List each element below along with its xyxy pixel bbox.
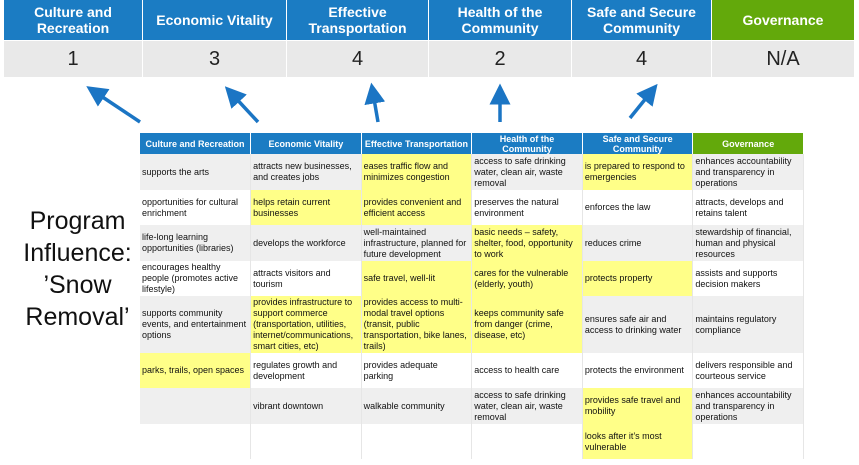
table-cell: is prepared to respond to emergencies <box>582 154 694 190</box>
table-header: Governance <box>692 133 804 154</box>
table-header: Health of the Community <box>471 133 583 154</box>
table-cell: supports community events, and entertain… <box>140 296 252 353</box>
table-cell: attracts, develops and retains talent <box>692 190 804 225</box>
category-score: 2 <box>429 40 572 77</box>
arrow-culture <box>86 86 141 124</box>
table-cell: maintains regulatory compliance <box>692 296 804 353</box>
table-cell: parks, trails, open spaces <box>140 353 252 388</box>
table-cell: provides infrastructure to support comme… <box>250 296 362 353</box>
category-score: 4 <box>572 40 712 77</box>
arrow-safe <box>628 83 658 120</box>
table-cell: provides access to multi-modal travel op… <box>361 296 473 353</box>
influence-table: Culture and Recreation Economic Vitality E… <box>140 133 804 459</box>
table-cell: regulates growth and development <box>250 353 362 388</box>
table-row: supports community events, and entertain… <box>140 296 804 353</box>
table-row: encourages healthy people (promotes acti… <box>140 261 804 296</box>
table-row: parks, trails, open spaces regulates grow… <box>140 353 804 388</box>
table-row: life-long learning opportunities (librar… <box>140 225 804 261</box>
table-cell: provides adequate parking <box>361 353 473 388</box>
table-cell: provides convenient and efficient access <box>361 190 473 225</box>
arrow-economic <box>224 86 260 124</box>
table-cell: looks after it’s most vulnerable <box>582 424 694 459</box>
category-score: N/A <box>712 40 855 77</box>
category-score: 1 <box>4 40 143 77</box>
table-cell: protects the environment <box>582 353 694 388</box>
table-cell: supports the arts <box>140 154 252 190</box>
table-cell: stewardship of financial, human and phys… <box>692 225 804 261</box>
table-header: Safe and Secure Community <box>582 133 694 154</box>
table-cell: delivers responsible and courteous servi… <box>692 353 804 388</box>
table-row: vibrant downtown walkable community access… <box>140 388 804 424</box>
table-cell: well-maintained infrastructure, planned … <box>361 225 473 261</box>
table-cell: access to safe drinking water, clean air… <box>471 154 583 190</box>
table-cell: attracts new businesses, and creates job… <box>250 154 362 190</box>
table-cell: eases traffic flow and minimizes congest… <box>361 154 473 190</box>
table-cell <box>361 424 473 459</box>
table-cell: enhances accountability and transparency… <box>692 388 804 424</box>
table-row: looks after it’s most vulnerable <box>140 424 804 459</box>
table-cell: access to safe drinking water, clean air… <box>471 388 583 424</box>
table-cell <box>250 424 362 459</box>
table-cell: develops the workforce <box>250 225 362 261</box>
category-header: Economic Vitality <box>143 0 287 40</box>
table-cell: protects property <box>582 261 694 296</box>
table-cell: enhances accountability and transparency… <box>692 154 804 190</box>
table-cell <box>140 424 252 459</box>
category-header: Health of the Community <box>429 0 572 40</box>
category-header: Culture and Recreation <box>4 0 143 40</box>
score-summary: Culture and Recreation 1 Economic Vitality… <box>4 0 855 77</box>
category-header: Safe and Secure Community <box>572 0 712 40</box>
table-row: supports the arts attracts new businesses… <box>140 154 804 190</box>
table-cell: opportunities for cultural enrichment <box>140 190 252 225</box>
table-cell: encourages healthy people (promotes acti… <box>140 261 252 296</box>
table-header: Economic Vitality <box>250 133 362 154</box>
category-header: Effective Transportation <box>287 0 429 40</box>
table-cell: helps retain current businesses <box>250 190 362 225</box>
table-row: opportunities for cultural enrichment hel… <box>140 190 804 225</box>
table-cell: safe travel, well-lit <box>361 261 473 296</box>
table-cell: keeps community safe from danger (crime,… <box>471 296 583 353</box>
table-cell <box>692 424 804 459</box>
table-cell: provides safe travel and mobility <box>582 388 694 424</box>
table-cell: access to health care <box>471 353 583 388</box>
table-header: Effective Transportation <box>361 133 473 154</box>
table-cell: assists and supports decision makers <box>692 261 804 296</box>
table-cell: basic needs – safety, shelter, food, opp… <box>471 225 583 261</box>
category-score: 4 <box>287 40 429 77</box>
category-score: 3 <box>143 40 287 77</box>
table-cell: ensures safe air and access to drinking … <box>582 296 694 353</box>
table-cell: walkable community <box>361 388 473 424</box>
table-cell: cares for the vulnerable (elderly, youth… <box>471 261 583 296</box>
table-cell <box>140 388 252 424</box>
table-cell: attracts visitors and tourism <box>250 261 362 296</box>
table-cell: vibrant downtown <box>250 388 362 424</box>
program-title: Program Influence: ’Snow Removal’ <box>23 207 132 331</box>
table-cell: life-long learning opportunities (librar… <box>140 225 252 261</box>
table-cell: enforces the law <box>582 190 694 225</box>
table-header: Culture and Recreation <box>140 133 252 154</box>
table-cell: reduces crime <box>582 225 694 261</box>
table-cell: preserves the natural environment <box>471 190 583 225</box>
table-cell <box>471 424 583 459</box>
arrow-transportation <box>364 82 386 123</box>
category-header: Governance <box>712 0 855 40</box>
